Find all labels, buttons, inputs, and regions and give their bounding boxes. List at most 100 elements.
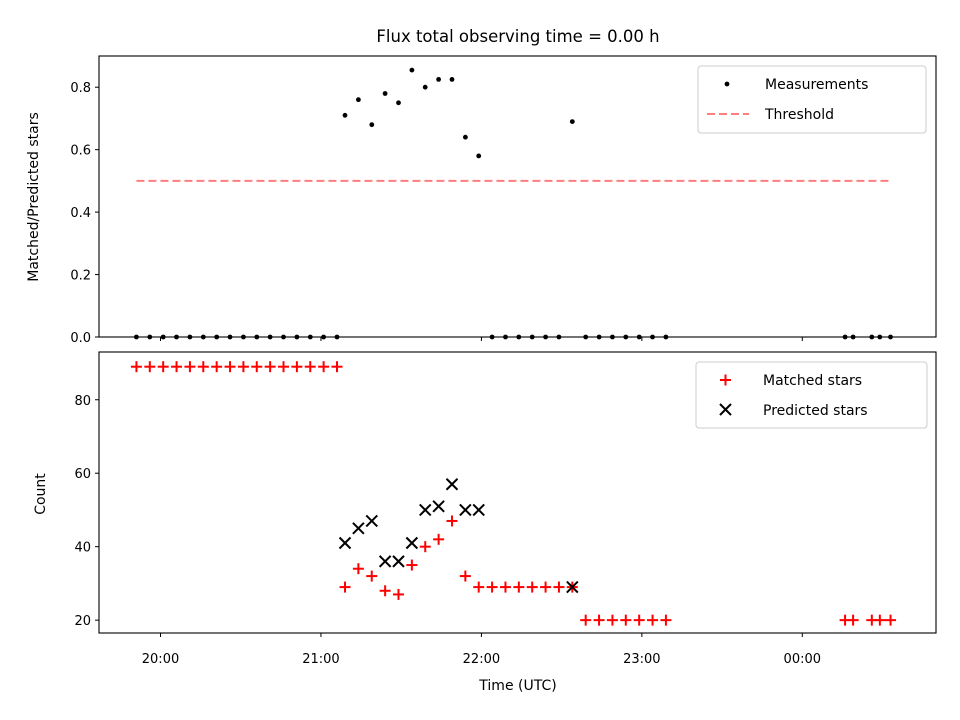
predicted-star-point xyxy=(352,522,365,535)
matched-star-point xyxy=(144,361,156,373)
y-tick-label: 80 xyxy=(74,394,91,409)
matched-star-point xyxy=(393,588,405,600)
matched-star-point xyxy=(647,614,659,626)
matched-star-point xyxy=(379,585,391,597)
matched-star-point xyxy=(171,361,183,373)
legend-predicted-label: Predicted stars xyxy=(763,403,868,419)
matched-star-point xyxy=(406,559,418,571)
predicted-star-point xyxy=(365,514,378,528)
matched-star-point xyxy=(660,614,672,626)
y-tick-label: 0.8 xyxy=(70,81,91,96)
matched-star-point xyxy=(433,533,445,545)
x-tick-label: 23:00 xyxy=(623,652,660,667)
predicted-star-point xyxy=(566,580,579,594)
measurement-point xyxy=(476,153,482,159)
matched-star-point xyxy=(513,581,525,593)
matched-star-point xyxy=(184,361,196,373)
matched-star-point xyxy=(620,614,632,626)
measurement-point xyxy=(409,67,415,73)
top-panel-frame xyxy=(98,55,937,338)
matched-star-point xyxy=(157,361,169,373)
predicted-star-point xyxy=(445,478,459,491)
matched-star-point xyxy=(593,614,605,626)
legend-matched-marker xyxy=(720,374,731,386)
y-tick-label: 0.4 xyxy=(70,206,91,221)
measurement-point xyxy=(382,91,388,96)
top-panel-legend: Measurements Threshold xyxy=(697,65,927,134)
measurement-point xyxy=(422,84,428,90)
top-panel: Flux total observing time = 0.00 h Match… xyxy=(26,27,937,346)
matched-star-point xyxy=(197,361,209,373)
bottom-panel: Count Time (UTC) 20 40 60 80 20:00 21:00 22:00… xyxy=(33,351,937,694)
predicted-star-point xyxy=(419,503,432,517)
legend-measurements-marker xyxy=(724,81,730,87)
predicted-star-point xyxy=(459,503,472,517)
matched-star-point xyxy=(331,361,343,373)
matched-star-point xyxy=(224,361,236,373)
matched-star-point xyxy=(473,581,485,593)
matched-star-point xyxy=(526,581,538,593)
matched-star-point xyxy=(847,614,859,626)
predicted-star-point xyxy=(392,555,405,568)
x-tick-label: 22:00 xyxy=(463,652,500,667)
bottom-panel-ticks: 20 40 60 80 20:00 21:00 22:00 23:00 00:00 xyxy=(74,394,821,667)
bottom-panel-xlabel: Time (UTC) xyxy=(478,678,556,694)
predicted-star-point xyxy=(472,503,485,517)
matched-star-point xyxy=(237,361,249,373)
matched-star-point xyxy=(446,515,458,527)
x-tick-label: 21:00 xyxy=(302,652,339,667)
matched-star-point xyxy=(486,581,498,593)
measurement-point xyxy=(356,97,361,103)
bottom-panel-ylabel: Count xyxy=(33,473,49,515)
measurement-point xyxy=(449,77,455,82)
matched-star-point xyxy=(318,361,330,373)
bottom-legend-box xyxy=(695,361,928,429)
matched-star-point xyxy=(633,614,645,626)
matched-star-point xyxy=(251,361,263,373)
matched-star-point xyxy=(580,614,592,626)
matched-star-point xyxy=(291,361,303,373)
matched-star-point xyxy=(278,361,290,373)
y-tick-label: 40 xyxy=(74,541,91,556)
predicted-star-point xyxy=(378,555,392,568)
matched-star-point xyxy=(352,563,364,575)
predicted-star-point xyxy=(432,500,445,513)
top-legend-box xyxy=(697,65,927,134)
legend-matched-label: Matched stars xyxy=(763,373,862,389)
measurement-point xyxy=(569,119,575,124)
x-tick-label: 20:00 xyxy=(142,652,179,667)
matched-star-point xyxy=(304,361,316,373)
predicted-star-point xyxy=(405,536,419,550)
matched-star-point xyxy=(540,581,552,593)
matched-star-point xyxy=(211,361,223,373)
matched-star-point xyxy=(339,581,351,593)
legend-threshold-label: Threshold xyxy=(764,107,834,123)
y-tick-label: 60 xyxy=(74,467,91,482)
y-tick-label: 0.0 xyxy=(70,331,91,346)
measurement-point xyxy=(436,77,441,82)
measurement-point xyxy=(342,112,348,118)
matched-star-point xyxy=(366,570,378,582)
measurement-point xyxy=(463,134,468,140)
y-tick-label: 0.2 xyxy=(70,269,91,284)
top-panel-ticks: 0.0 0.2 0.4 0.6 0.8 xyxy=(70,81,803,346)
predicted-star-point xyxy=(338,536,352,550)
top-panel-ylabel: Matched/Predicted stars xyxy=(26,112,42,282)
matched-star-point xyxy=(874,614,886,626)
matched-star-point xyxy=(459,570,471,582)
matched-star-point xyxy=(130,361,142,373)
y-tick-label: 0.6 xyxy=(70,144,91,159)
matched-star-point xyxy=(419,541,431,553)
x-tick-label: 00:00 xyxy=(784,652,821,667)
bottom-panel-frame xyxy=(98,351,937,634)
measurement-point xyxy=(396,100,401,106)
matched-star-point xyxy=(553,581,565,593)
measurement-point xyxy=(369,122,375,128)
legend-predicted-marker xyxy=(719,403,732,416)
legend-measurements-label: Measurements xyxy=(765,77,868,93)
y-tick-label: 20 xyxy=(74,614,91,629)
bottom-panel-legend: Matched stars Predicted stars xyxy=(695,361,928,429)
matched-star-point xyxy=(499,581,511,593)
matched-star-point xyxy=(606,614,618,626)
